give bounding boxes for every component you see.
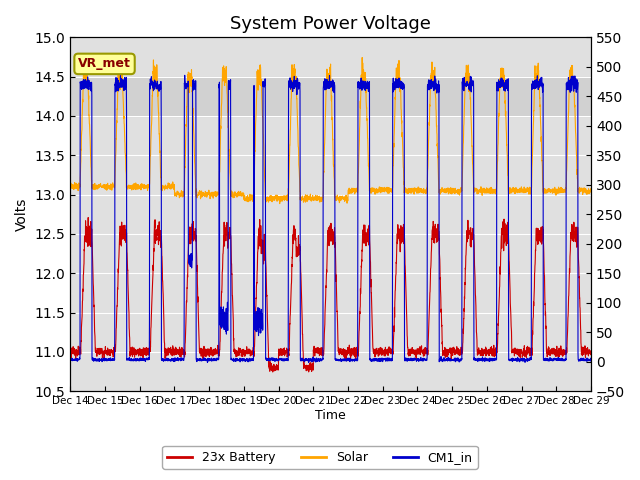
X-axis label: Time: Time: [316, 409, 346, 422]
Legend: 23x Battery, Solar, CM1_in: 23x Battery, Solar, CM1_in: [163, 446, 477, 469]
Bar: [70, 77, 591, 116]
Y-axis label: Volts: Volts: [15, 198, 29, 231]
Title: System Power Voltage: System Power Voltage: [230, 15, 431, 33]
Text: VR_met: VR_met: [78, 58, 131, 71]
